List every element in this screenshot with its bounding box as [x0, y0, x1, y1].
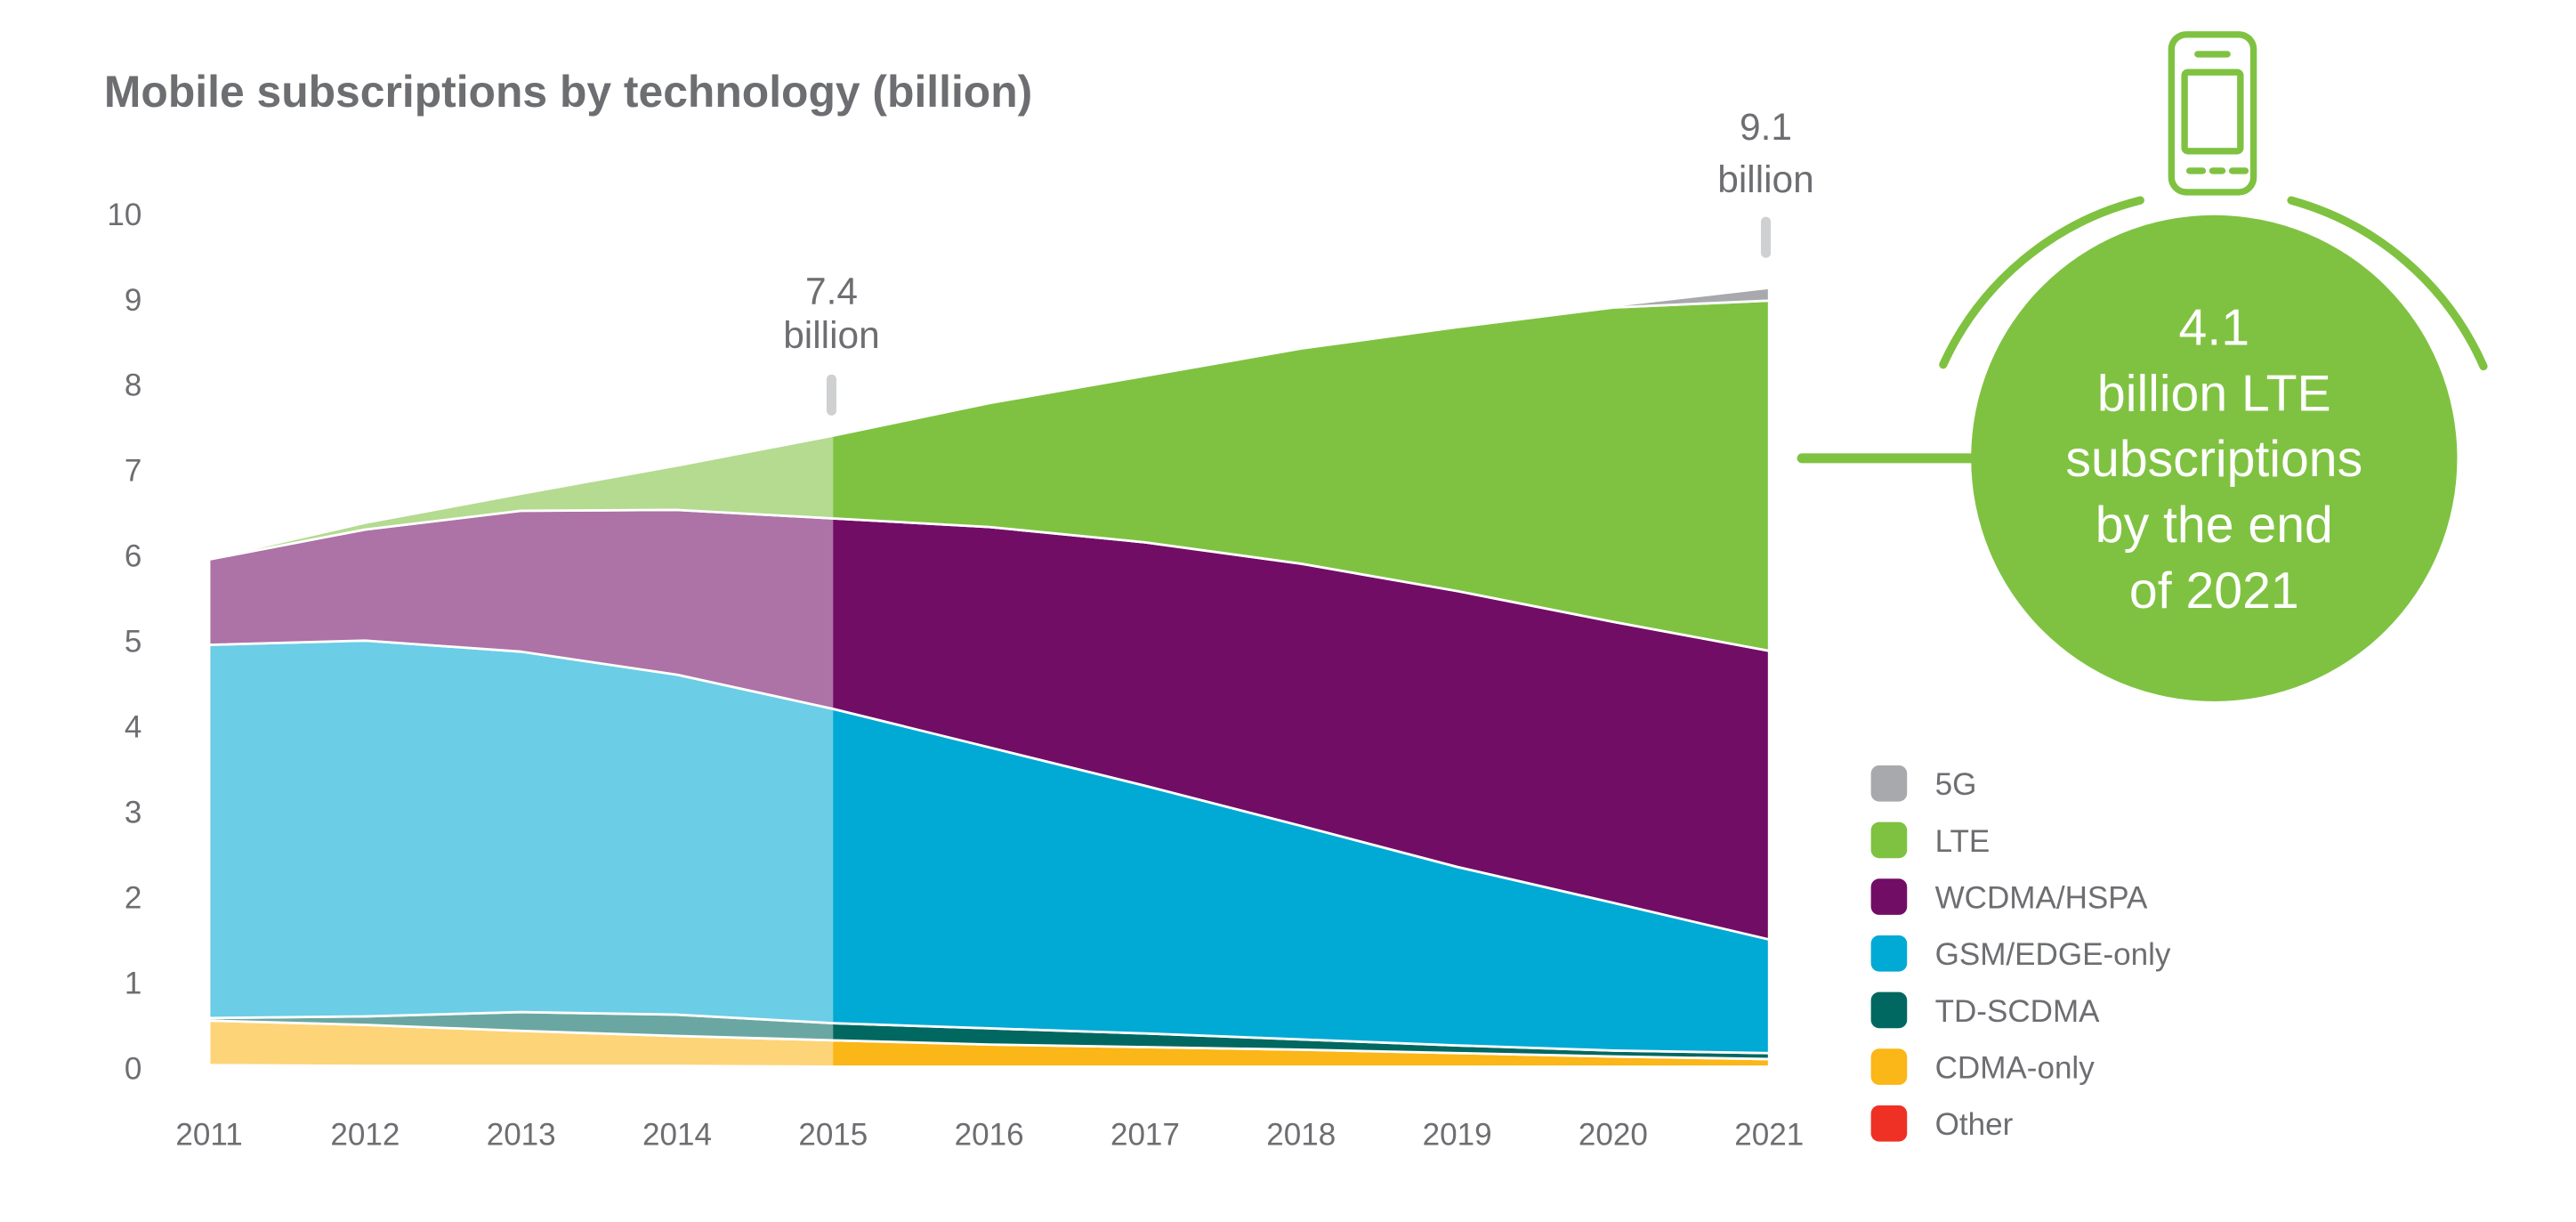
x-tick-label: 2020: [1579, 1117, 1648, 1152]
callout-line: of 2021: [2129, 562, 2299, 619]
legend-swatch: [1870, 935, 1908, 972]
annotation-2015: 7.4 billion: [783, 270, 880, 416]
y-tick-label: 1: [125, 966, 142, 1000]
annotation-2021: 9.1 billion: [1717, 106, 1814, 258]
y-tick-label: 8: [125, 368, 142, 403]
legend-item: WCDMA/HSPA: [1870, 878, 2148, 916]
x-tick-label: 2016: [955, 1117, 1024, 1152]
mobile-phone-icon: [2168, 31, 2257, 196]
legend-swatch: [1870, 991, 1908, 1029]
legend-label: CDMA-only: [1935, 1051, 2096, 1086]
annotation-value: 9.1: [1740, 106, 1792, 148]
legend-item: Other: [1870, 1105, 2014, 1142]
legend-swatch: [1870, 821, 1908, 859]
annotation-unit: billion: [783, 314, 880, 356]
y-tick-label: 3: [125, 796, 142, 830]
callout-line: subscriptions: [2065, 431, 2362, 488]
annotation-value: 7.4: [805, 270, 858, 312]
x-tick-label: 2019: [1423, 1117, 1492, 1152]
historical-shade: [209, 435, 834, 1072]
callout-arc-left: [1939, 196, 2144, 369]
x-tick-label: 2014: [642, 1117, 712, 1152]
legend-swatch: [1870, 878, 1908, 915]
legend-item: GSM/EDGE-only: [1870, 935, 2171, 972]
x-tick-label: 2012: [330, 1117, 400, 1152]
y-axis: 0 1 2 3 4 5 6 7 8 9 10: [107, 198, 141, 1087]
legend-label: TD-SCDMA: [1935, 994, 2101, 1029]
y-tick-label: 4: [125, 710, 142, 745]
y-tick-label: 5: [125, 625, 142, 660]
legend-label: 5G: [1935, 767, 1977, 802]
legend-item: CDMA-only: [1870, 1048, 2096, 1086]
y-tick-label: 0: [125, 1051, 142, 1086]
legend-swatch: [1870, 1105, 1908, 1142]
legend-label: GSM/EDGE-only: [1935, 937, 2171, 972]
callout-arc-right: [2287, 196, 2488, 371]
annotation-unit: billion: [1717, 158, 1814, 200]
y-tick-label: 6: [125, 539, 142, 574]
legend: 5G LTE WCDMA/HSPA GSM/EDGE-only TD-SCDMA CDMA…: [1870, 765, 2171, 1142]
legend-label: WCDMA/HSPA: [1935, 881, 2148, 916]
x-tick-label: 2011: [175, 1117, 242, 1152]
legend-swatch: [1870, 765, 1908, 802]
legend-label: Other: [1935, 1107, 2014, 1142]
x-tick-label: 2015: [798, 1117, 868, 1152]
area-layers: [207, 287, 1771, 1072]
callout-line: by the end: [2096, 497, 2333, 554]
y-tick-label: 2: [125, 881, 142, 916]
area-5g: [207, 287, 1771, 560]
legend-item: LTE: [1870, 821, 1991, 859]
x-tick-label: 2018: [1266, 1117, 1336, 1152]
chart-title: Mobile subscriptions by technology (bill…: [104, 67, 1032, 117]
y-tick-label: 7: [125, 454, 142, 489]
legend-item: TD-SCDMA: [1870, 991, 2101, 1029]
callout-circle: [1971, 214, 2458, 701]
y-tick-label: 10: [107, 198, 141, 232]
y-tick-label: 9: [125, 283, 142, 318]
lte-callout: 4.1 billion LTE subscriptions by the end…: [1797, 31, 2488, 701]
legend-item: 5G: [1870, 765, 1977, 802]
x-tick-label: 2017: [1110, 1117, 1180, 1152]
legend-swatch: [1870, 1048, 1908, 1085]
callout-line: billion LTE: [2097, 365, 2331, 422]
x-axis: 2011 2012 2013 2014 2015 2016 2017 2018 2019 2020…: [175, 1117, 1804, 1152]
callout-line: 4.1: [2179, 300, 2250, 357]
x-tick-label: 2021: [1734, 1117, 1804, 1152]
x-tick-label: 2013: [487, 1117, 556, 1152]
legend-label: LTE: [1935, 824, 1991, 859]
